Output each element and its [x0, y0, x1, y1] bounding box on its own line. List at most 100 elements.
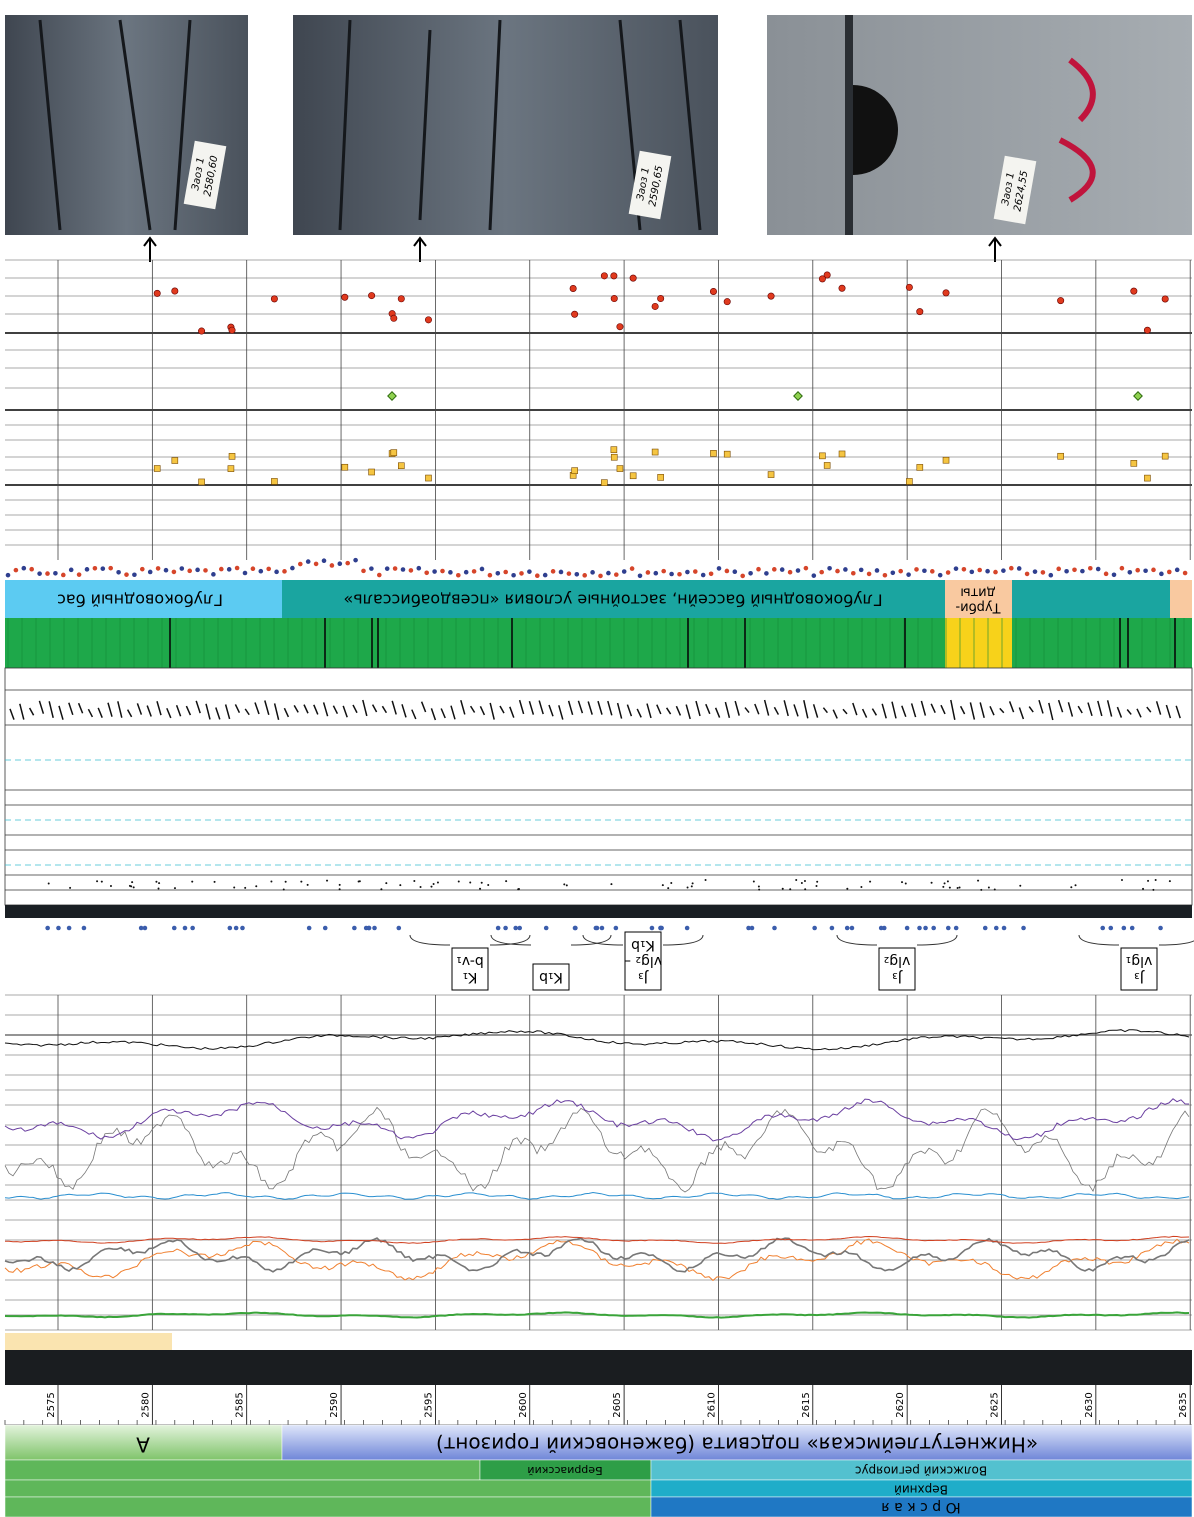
- sample-dot: [818, 275, 826, 283]
- sample-dot: [487, 572, 493, 578]
- texture-mark: [754, 703, 760, 715]
- mineral-dot: [1019, 884, 1022, 887]
- texture-mark: [254, 702, 260, 715]
- sample-dot: [298, 561, 303, 567]
- sample-dot: [66, 925, 72, 931]
- texture-mark: [175, 705, 182, 717]
- texture-mark: [528, 701, 535, 715]
- sample-dot: [153, 289, 161, 297]
- texture-mark: [264, 700, 270, 716]
- mineral-dot: [930, 881, 933, 884]
- sample-dot: [1032, 569, 1038, 574]
- sample-dot: [163, 567, 169, 573]
- sample-dot: [1182, 570, 1188, 576]
- mineral-dot: [1074, 884, 1077, 887]
- mineral-dot: [255, 885, 258, 888]
- sample-dot: [930, 569, 935, 574]
- sample-dot: [132, 572, 137, 578]
- sample-dot: [1161, 295, 1169, 303]
- mineral-dot: [173, 887, 176, 890]
- strat-band: [4, 1424, 283, 1461]
- sample-dot: [709, 287, 717, 295]
- sample-square: [397, 462, 405, 470]
- depth-tick-label: 2580: [140, 1392, 151, 1417]
- sample-dot: [637, 573, 643, 579]
- texture-mark: [705, 703, 711, 715]
- strat-band: [650, 1496, 1193, 1517]
- mineral-dot: [1142, 887, 1145, 890]
- facies-band: [5, 580, 282, 618]
- texture-mark: [509, 706, 515, 718]
- sample-dot: [669, 571, 674, 577]
- sample-dot: [448, 570, 453, 575]
- mineral-dot: [987, 886, 990, 889]
- sample-dot: [945, 570, 951, 575]
- sample-square: [1130, 460, 1138, 467]
- sample-dot: [573, 925, 578, 931]
- unit-label: K₁b: [539, 969, 563, 985]
- mineral-dot: [479, 887, 482, 890]
- sample-dot: [829, 925, 835, 931]
- sample-dot: [574, 571, 580, 577]
- texture-mark: [87, 708, 94, 718]
- sample-dot: [923, 925, 928, 931]
- sample-dot: [353, 557, 358, 563]
- sample-dot: [495, 570, 501, 576]
- mineral-dot: [244, 886, 247, 889]
- log-curve: [4, 1191, 1190, 1200]
- depth-tick-label: 2585: [235, 1392, 246, 1417]
- mineral-dot: [338, 883, 341, 886]
- texture-mark: [205, 703, 211, 720]
- texture-mark: [714, 707, 721, 718]
- sample-square: [228, 453, 236, 460]
- sample-square: [767, 471, 775, 478]
- sample-dot: [1056, 566, 1061, 572]
- texture-mark: [1146, 706, 1152, 713]
- texture-mark: [1038, 699, 1044, 714]
- sample-dot: [977, 567, 982, 573]
- texture-mark: [97, 707, 103, 718]
- sample-dot: [56, 925, 61, 931]
- mineral-dot: [1154, 879, 1157, 882]
- texture-mark: [273, 703, 280, 720]
- sample-dot: [1119, 565, 1125, 571]
- sample-square: [1144, 474, 1151, 482]
- texture-mark: [548, 704, 554, 717]
- lithology-band: [5, 618, 1192, 668]
- texture-mark: [910, 703, 917, 718]
- sample-dot: [629, 274, 637, 282]
- sample-dot: [1108, 925, 1114, 931]
- core-cut: [845, 15, 853, 235]
- mineral-dot: [1152, 888, 1155, 891]
- sample-dot: [732, 569, 738, 575]
- sample-dot: [503, 925, 508, 931]
- sample-dot: [187, 568, 192, 574]
- unit-box: [532, 963, 570, 991]
- unit-label: K₁: [463, 969, 478, 985]
- sample-dot: [590, 570, 595, 575]
- sample-dot: [81, 925, 87, 931]
- facies-label: Турби-: [955, 600, 1001, 615]
- texture-mark: [989, 706, 995, 716]
- texture-mark: [832, 709, 838, 719]
- sample-dot: [685, 569, 690, 575]
- sample-dot: [905, 283, 913, 291]
- texture-mark: [391, 700, 397, 715]
- sample-dot: [550, 569, 556, 574]
- unit-box: [878, 947, 916, 991]
- sample-dot: [657, 295, 665, 303]
- texture-mark: [371, 704, 378, 713]
- sample-dot: [306, 925, 312, 931]
- sample-dot: [1040, 570, 1046, 575]
- sample-dot: [593, 925, 599, 931]
- sample-dot: [313, 561, 319, 567]
- sample-square: [341, 463, 349, 471]
- mineral-dot: [789, 888, 792, 891]
- sample-square: [710, 450, 717, 457]
- sample-dot: [142, 925, 148, 931]
- sample-dot: [517, 925, 522, 931]
- mineral-dot: [757, 885, 760, 888]
- sample-dot: [724, 568, 730, 574]
- mineral-dot: [419, 886, 422, 889]
- sample-dot: [270, 295, 278, 303]
